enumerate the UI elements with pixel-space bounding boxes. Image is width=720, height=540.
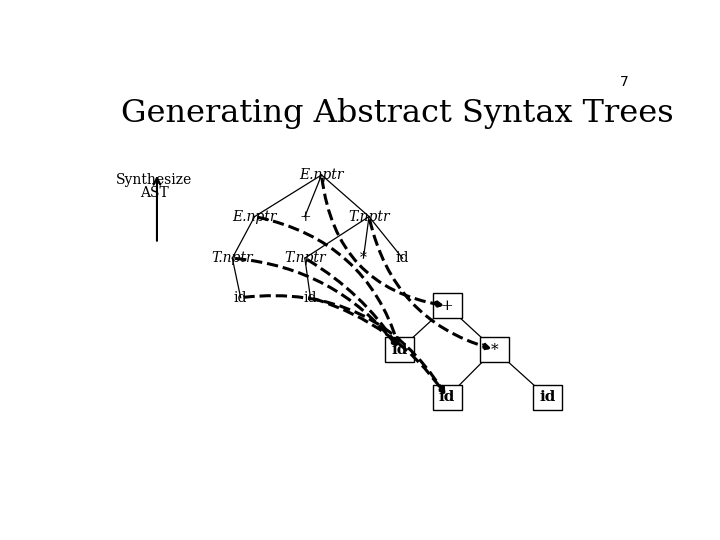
FancyBboxPatch shape	[433, 294, 462, 319]
FancyArrowPatch shape	[369, 219, 489, 349]
Text: +: +	[299, 210, 310, 224]
Text: id: id	[392, 342, 408, 356]
Text: id: id	[304, 291, 317, 305]
Text: id: id	[439, 390, 455, 404]
Text: *: *	[491, 342, 498, 356]
FancyArrowPatch shape	[313, 299, 444, 393]
Text: Generating Abstract Syntax Trees: Generating Abstract Syntax Trees	[121, 98, 673, 129]
Text: T.nptr: T.nptr	[284, 251, 325, 265]
Text: id: id	[396, 251, 409, 265]
FancyArrowPatch shape	[243, 295, 444, 392]
FancyArrowPatch shape	[307, 260, 396, 345]
Text: T.nptr: T.nptr	[212, 251, 253, 265]
Text: *: *	[360, 251, 367, 265]
FancyBboxPatch shape	[433, 385, 462, 410]
FancyBboxPatch shape	[533, 385, 562, 410]
Text: Synthesize: Synthesize	[116, 173, 192, 187]
Text: E.nptr: E.nptr	[300, 168, 344, 182]
Text: E.nptr: E.nptr	[233, 210, 277, 224]
Text: +: +	[441, 299, 454, 313]
Text: T.nptr: T.nptr	[348, 210, 390, 224]
Text: id: id	[234, 291, 248, 305]
Text: AST: AST	[140, 186, 168, 200]
FancyBboxPatch shape	[385, 337, 414, 362]
FancyArrowPatch shape	[322, 178, 441, 307]
FancyArrowPatch shape	[257, 217, 399, 343]
FancyArrowPatch shape	[235, 259, 396, 345]
FancyBboxPatch shape	[480, 337, 509, 362]
Text: id: id	[539, 390, 556, 404]
Text: 7: 7	[620, 75, 629, 89]
